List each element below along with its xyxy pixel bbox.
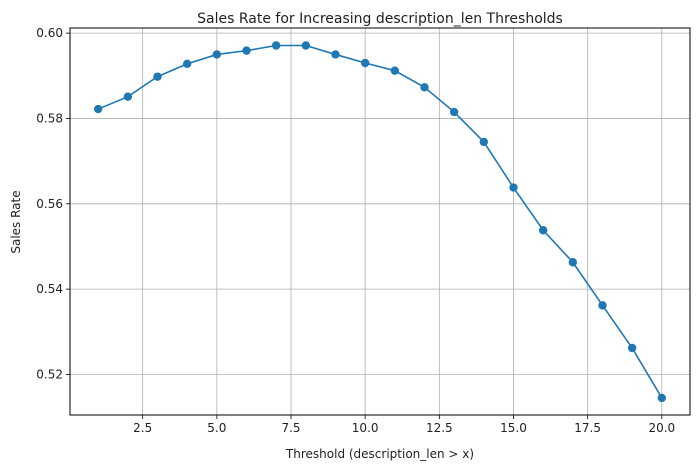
- data-point: [153, 72, 162, 81]
- grid: [70, 28, 690, 415]
- data-point: [449, 107, 459, 117]
- data-point: [568, 258, 578, 267]
- data-point: [271, 41, 281, 50]
- data-point: [538, 226, 548, 235]
- data-point: [509, 183, 518, 192]
- chart-title: Sales Rate for Increasing description_le…: [197, 11, 563, 27]
- data-point: [598, 301, 607, 310]
- data-point: [212, 50, 222, 59]
- x-tick-label: 20.0: [648, 421, 675, 435]
- x-tick-label: 12.5: [426, 421, 453, 435]
- y-tick-label: 0.54: [36, 282, 63, 296]
- data-point: [301, 41, 311, 50]
- x-tick-label: 10.0: [352, 421, 379, 435]
- y-axis-label: Sales Rate: [9, 190, 23, 253]
- x-tick-label: 2.5: [133, 421, 152, 435]
- y-tick-label: 0.58: [36, 111, 63, 125]
- data-point: [331, 50, 340, 59]
- x-axis-label: Threshold (description_len > x): [285, 447, 474, 461]
- data-point: [93, 104, 103, 114]
- data-point: [123, 92, 133, 101]
- data-point: [360, 58, 370, 68]
- series: [93, 41, 667, 403]
- y-tick-label: 0.52: [36, 367, 63, 381]
- ticks: 2.5 5.0 7.5 10.0 12.5 15.0 17.5 20.0 0.52 0.54 0.5…: [36, 26, 675, 435]
- data-point: [627, 343, 637, 353]
- x-tick-label: 15.0: [500, 421, 527, 435]
- y-tick-label: 0.56: [36, 197, 63, 211]
- data-point: [390, 66, 400, 75]
- data-point: [479, 137, 489, 147]
- series-line: [97, 44, 663, 399]
- data-point: [182, 59, 192, 69]
- data-point: [242, 46, 251, 55]
- x-tick-label: 17.5: [574, 421, 601, 435]
- data-point: [420, 83, 429, 92]
- y-tick-label: 0.60: [36, 26, 63, 40]
- x-tick-label: 7.5: [281, 421, 300, 435]
- data-point: [657, 393, 667, 403]
- x-tick-label: 5.0: [207, 421, 226, 435]
- plot-frame: [69, 27, 691, 416]
